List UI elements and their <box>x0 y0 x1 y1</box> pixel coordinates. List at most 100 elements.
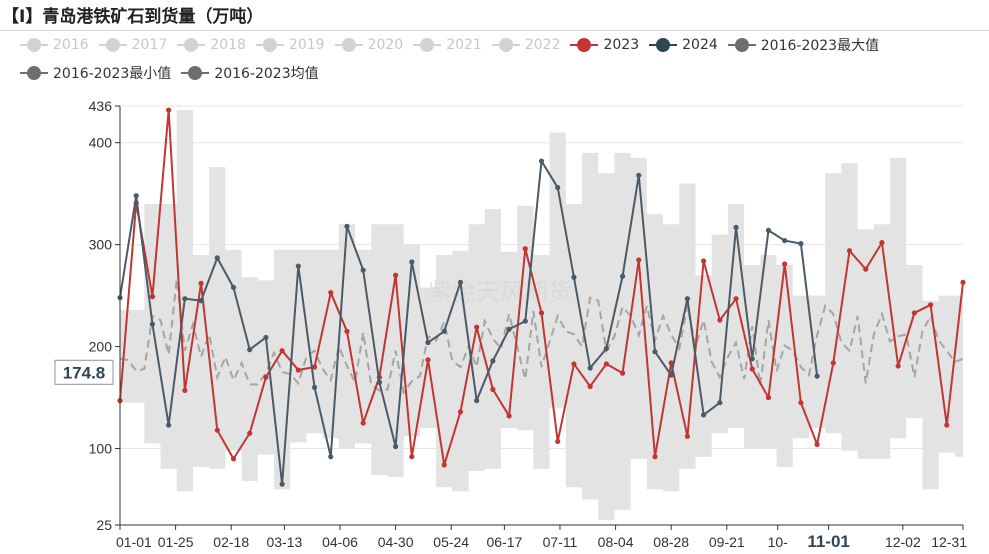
legend-label: 2016-2023最小值 <box>53 66 172 82</box>
data-point <box>636 172 642 178</box>
legend-item-11[interactable]: 2016-2023均值 <box>181 63 319 83</box>
data-point <box>214 427 220 433</box>
x-tick-label: 11-01 <box>807 532 850 551</box>
data-point <box>652 454 658 460</box>
data-point <box>182 296 188 302</box>
x-tick-label: 01-25 <box>158 534 194 550</box>
data-point <box>668 372 674 378</box>
data-point <box>879 240 885 246</box>
data-point <box>603 361 609 367</box>
y-tick-label: 25 <box>96 517 112 533</box>
title-divider <box>0 30 989 31</box>
legend-item-2[interactable]: 2018 <box>177 37 246 53</box>
legend-item-9[interactable]: 2016-2023最大值 <box>727 35 879 55</box>
data-point <box>263 334 269 341</box>
data-point <box>701 258 707 264</box>
mean-polyline <box>119 279 964 395</box>
data-point <box>409 259 415 265</box>
data-point <box>166 422 172 428</box>
legend-marker-icon <box>334 38 363 52</box>
data-point <box>360 420 366 426</box>
legend-item-5[interactable]: 2021 <box>413 37 482 53</box>
data-point <box>279 481 285 487</box>
data-point <box>392 272 399 278</box>
data-point <box>474 398 480 404</box>
legend-label: 2020 <box>367 37 404 53</box>
legend-item-10[interactable]: 2016-2023最小值 <box>20 63 171 83</box>
data-point <box>733 224 739 230</box>
data-point <box>198 280 204 286</box>
legend-label: 2023 <box>603 37 640 53</box>
data-point <box>457 279 464 285</box>
data-point <box>960 279 966 285</box>
legend-marker-icon <box>727 38 756 52</box>
data-point <box>506 326 512 332</box>
data-point <box>214 255 220 261</box>
legend-label: 2024 <box>682 37 718 53</box>
data-point <box>344 223 350 229</box>
data-point <box>457 409 464 415</box>
data-point <box>814 373 820 379</box>
data-point <box>166 107 172 113</box>
legend-marker-icon <box>413 38 442 52</box>
data-point <box>506 413 512 419</box>
data-point <box>782 261 788 267</box>
watermark-text: 紫金天风期货 <box>428 278 572 306</box>
x-tick-label: 08-04 <box>598 534 634 550</box>
data-point <box>587 365 593 371</box>
x-tick-label: 04-06 <box>322 534 358 550</box>
legend-item-0[interactable]: 2016 <box>20 37 89 53</box>
data-point <box>895 363 901 369</box>
legend-label: 2022 <box>524 37 561 53</box>
legend-item-4[interactable]: 2020 <box>334 37 404 53</box>
x-tick-label: 04-30 <box>378 534 414 550</box>
legend-item-7[interactable]: 2023 <box>570 37 639 53</box>
mean-line <box>119 279 964 395</box>
data-point <box>717 400 723 406</box>
series-2023[interactable] <box>117 107 966 468</box>
crosshair-value: 174.8 <box>63 363 106 382</box>
data-point <box>733 296 739 302</box>
data-point <box>619 370 626 376</box>
data-point <box>555 184 561 191</box>
data-point <box>441 462 447 468</box>
data-point <box>749 356 755 362</box>
legend-marker-icon <box>570 38 599 52</box>
legend-label: 2021 <box>446 37 482 53</box>
data-point <box>425 339 431 346</box>
series-line-2024 <box>119 160 819 486</box>
legend-marker-icon <box>98 38 127 52</box>
data-point <box>944 422 950 428</box>
legend-marker-icon <box>491 38 520 52</box>
data-point <box>295 263 301 269</box>
legend-item-1[interactable]: 2017 <box>98 37 168 53</box>
data-point <box>376 379 382 385</box>
legend-marker-icon <box>649 38 678 52</box>
legend-marker-icon <box>181 66 210 80</box>
data-point <box>765 227 772 233</box>
data-point <box>474 324 480 330</box>
y-tick-label: 300 <box>89 237 113 253</box>
data-point <box>798 400 804 406</box>
data-point <box>701 412 707 418</box>
data-point <box>619 273 626 279</box>
data-point <box>409 454 415 460</box>
data-point <box>749 366 755 372</box>
legend-marker-icon <box>20 38 48 52</box>
legend-label: 2017 <box>131 37 168 53</box>
legend-item-6[interactable]: 2022 <box>491 37 561 53</box>
data-point <box>182 387 188 394</box>
x-tick-label: 03-13 <box>266 534 302 550</box>
legend-row-2: 2016-2023最小值 2016-2023均值 <box>20 62 980 84</box>
chart-title: 【I】青岛港铁矿石到货量（万吨） <box>2 7 264 27</box>
data-point <box>522 246 528 252</box>
x-tick-label: 07-11 <box>543 534 578 550</box>
data-point <box>538 310 545 316</box>
data-point <box>441 328 447 334</box>
data-point <box>717 317 723 323</box>
legend-item-3[interactable]: 2019 <box>255 37 325 53</box>
legend-item-8[interactable]: 2024 <box>649 37 718 53</box>
x-tick-label: 12-02 <box>885 534 921 550</box>
data-point <box>538 158 545 164</box>
series-2024[interactable] <box>117 158 820 487</box>
